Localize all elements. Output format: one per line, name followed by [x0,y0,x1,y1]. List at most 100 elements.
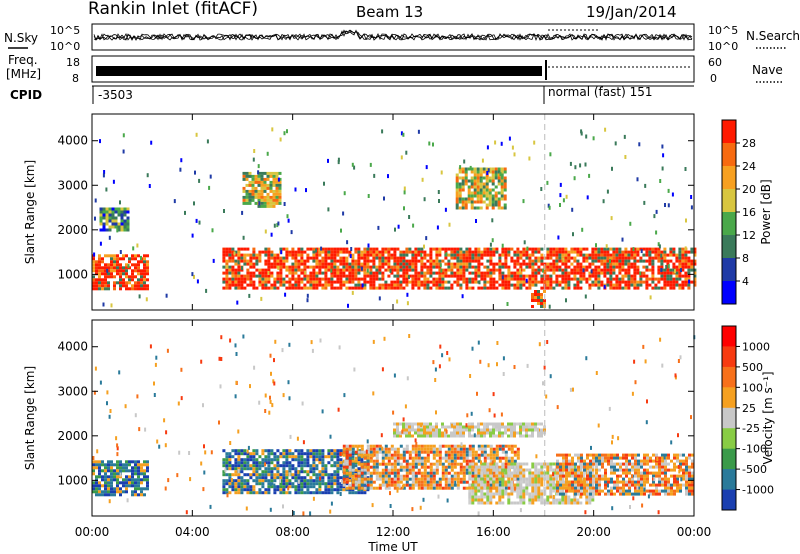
velocity-cell-3 [474,495,478,499]
power-cell-1 [375,250,379,254]
power-cell-1 [510,247,514,251]
power-cell-1 [543,280,547,284]
power-cell-1 [483,280,487,284]
velocity-cell-3 [528,480,532,484]
power-cell-1 [558,247,562,251]
power-cell-1 [420,265,424,269]
power-cell-1 [330,280,334,284]
velocity-cell-2 [402,459,406,463]
velocity-cell-1 [267,449,271,453]
power-cell-1 [570,262,574,266]
power-cell-4 [455,185,459,189]
velocity-cell-4 [619,465,622,469]
velocity-cell-1 [261,491,265,495]
velocity-cell-1 [306,482,310,486]
power-cell-1 [252,247,256,251]
power-cell-3 [275,189,279,193]
power-cell-4 [467,188,471,192]
power-cell-2 [102,207,106,211]
power-cell-1 [588,277,592,281]
power-scatter-cell [684,167,687,171]
velocity-cell-3 [546,471,550,475]
velocity-cell-2 [456,474,460,478]
power-cell-1 [282,280,286,284]
power-cell-1 [321,250,325,254]
power-cell-1 [297,265,301,269]
power-cell-3 [278,195,282,199]
power-cell-1 [681,262,685,266]
power-cell-1 [285,274,289,278]
power-cell-1 [414,256,418,260]
power-cell-1 [585,268,589,272]
velocity-cell-1 [279,491,283,495]
velocity-cell-2 [432,444,436,448]
power-cell-4 [479,191,483,195]
velocity-cell-2 [510,447,514,451]
power-cell-1 [516,283,520,287]
power-cell-1 [603,271,607,275]
velocity-cell-4 [622,453,625,457]
velocity-cell-1 [264,491,268,495]
velocity-cell-4 [625,489,628,493]
velocity-cell-2 [471,444,475,448]
power-scatter-cell [394,227,396,232]
velocity-cell-1 [273,479,277,483]
power-scatter-cell [438,199,440,203]
velocity-cell-4 [628,483,631,487]
velocity-cell-4 [610,456,613,460]
power-cell-1 [423,280,427,284]
velocity-cell-4 [646,468,649,472]
velocity-cell-1 [288,455,292,459]
velocity-cell-0 [104,475,107,479]
power-cell-1 [303,262,307,266]
power-cell-0 [92,278,95,282]
velocity-cell-3 [513,471,517,475]
power-cell-4 [464,203,468,207]
velocity-cell-1 [273,473,277,477]
power-cell-1 [333,256,337,260]
velocity-cell-3 [579,477,583,481]
power-scatter-cell [112,179,115,184]
velocity-cell-2 [471,453,475,457]
power-cell-1 [582,253,586,257]
velocity-cell-2 [429,474,433,478]
power-cell-3 [242,198,246,202]
velocity-cell-1 [309,485,313,489]
power-cell-1 [414,268,418,272]
power-cell-1 [645,247,649,251]
power-scatter-cell [407,275,410,280]
power-cell-1 [669,277,673,281]
power-scatter-cell [236,300,239,305]
velocity-cell-3 [483,462,487,466]
power-cell-1 [342,250,346,254]
velocity-cell-4 [622,486,625,490]
power-cell-1 [525,253,529,257]
velocity-cell-3 [483,480,487,484]
power-cell-0 [143,263,146,267]
power-cell-1 [324,268,328,272]
power-cell-1 [378,262,382,266]
power-cell-1 [576,265,580,269]
velocity-cell-3 [516,465,520,469]
velocity-cell-4 [643,462,646,466]
power-cell-1 [384,280,388,284]
velocity-cell-1 [234,488,238,492]
power-cell-1 [579,247,583,251]
velocity-cell-2 [477,444,481,448]
power-cell-1 [669,268,673,272]
velocity-cell-2 [420,456,424,460]
velocity-cell-2 [402,483,406,487]
power-cell-4 [503,182,507,186]
power-cell-1 [429,271,433,275]
power-cell-1 [225,259,229,263]
power-cell-1 [639,283,643,287]
power-cell-1 [513,253,517,257]
velocity-cell-3 [468,501,472,505]
velocity-cell-0 [98,484,101,488]
velocity-cell-2 [408,456,412,460]
power-scatter-cell [688,279,691,284]
power-cell-1 [642,247,646,251]
velocity-cell-2 [357,450,361,454]
power-cell-1 [357,286,361,290]
power-cell-1 [339,247,343,251]
